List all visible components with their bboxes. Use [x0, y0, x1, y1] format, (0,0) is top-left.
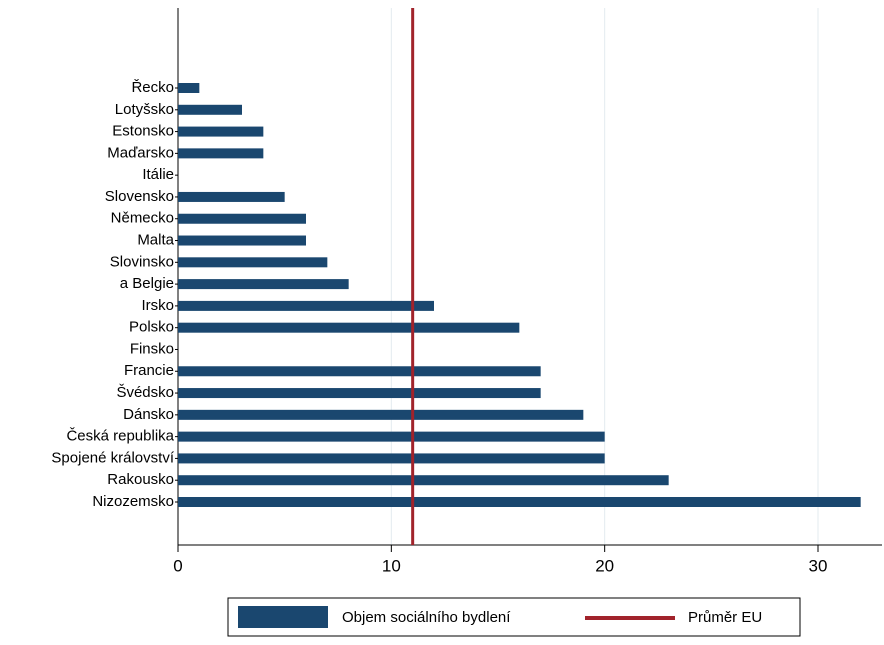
bar: [178, 409, 584, 420]
bar: [178, 431, 605, 442]
y-tick-label: Rakousko: [107, 471, 174, 488]
y-tick-label: Řecko: [131, 79, 174, 96]
y-tick-label: Švédsko: [116, 384, 174, 401]
y-tick-label: Estonsko: [112, 123, 174, 140]
y-tick-label: Itálie: [142, 166, 174, 183]
bar: [178, 257, 328, 268]
bar: [178, 235, 306, 246]
bar: [178, 148, 264, 159]
y-tick-label: Francie: [124, 362, 174, 379]
y-tick-label: Finsko: [130, 340, 174, 357]
y-tick-label: a Belgie: [120, 275, 174, 292]
bar: [178, 322, 520, 333]
y-tick-label: Maďarsko: [107, 144, 174, 161]
y-tick-label: Irsko: [141, 297, 174, 314]
y-tick-label: Nizozemsko: [92, 493, 174, 510]
bar: [178, 497, 861, 507]
y-tick-label: Spojené království: [51, 449, 174, 466]
bar: [178, 126, 264, 137]
x-tick-label: 10: [382, 556, 401, 575]
y-tick-label: Slovensko: [105, 188, 174, 205]
x-tick-label: 30: [809, 556, 828, 575]
plot-area: [178, 8, 882, 545]
bar: [178, 213, 306, 224]
y-tick-label: Malta: [137, 231, 174, 248]
x-tick-label: 0: [173, 556, 182, 575]
bar: [178, 453, 605, 464]
y-tick-label: Česká republika: [66, 428, 174, 445]
bar: [178, 388, 541, 399]
bar: [178, 300, 434, 311]
x-tick-label: 20: [595, 556, 614, 575]
legend-label: Objem sociálního bydlení: [342, 609, 511, 626]
bar: [178, 366, 541, 377]
bar: [178, 191, 285, 202]
y-tick-label: Polsko: [129, 319, 174, 336]
y-tick-label: Německo: [111, 210, 174, 227]
y-tick-label: Dánsko: [123, 406, 174, 423]
legend-swatch: [238, 606, 328, 628]
bar: [178, 475, 669, 486]
bar: [178, 104, 242, 115]
y-tick-label: Slovinsko: [110, 253, 174, 270]
legend-label: Průměr EU: [688, 609, 762, 626]
y-tick-label: Lotyšsko: [115, 101, 174, 118]
bar: [178, 279, 349, 290]
bar: [178, 83, 200, 93]
